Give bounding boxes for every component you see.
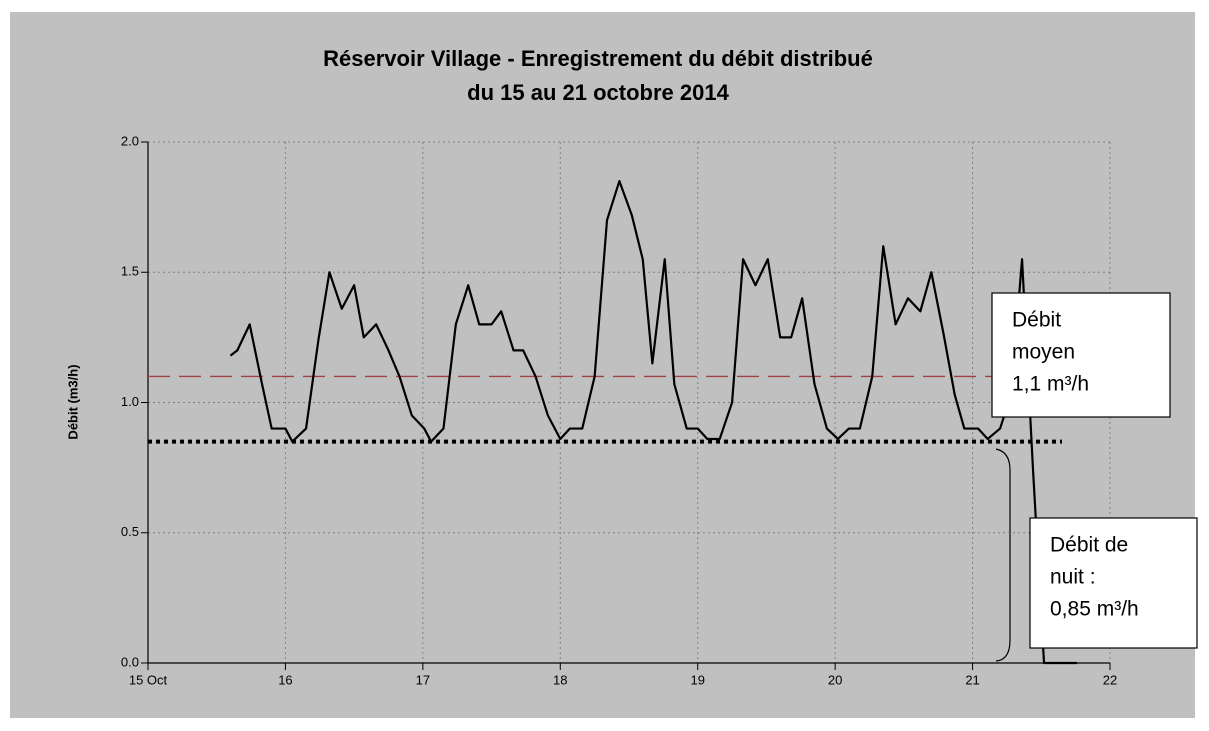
y-tick-label: 1.5 [121,264,139,279]
annotation-text: moyen [1012,341,1075,364]
y-tick-label: 0.0 [121,654,139,669]
annotation-box [991,292,1171,418]
annotation-text: Débit [1012,309,1061,332]
x-tick-label: 16 [278,672,292,687]
y-axis-label: Débit (m3/h) [65,364,80,439]
y-tick-label: 1.0 [121,394,139,409]
chart-title: Réservoir Village - Enregistrement du dé… [323,46,873,71]
data-line [229,179,1078,665]
x-tick-label: 22 [1103,672,1117,687]
x-tick-label: 17 [416,672,430,687]
annotation-text: nuit : [1050,566,1096,589]
annotation-text: Débit de [1050,534,1128,557]
y-tick-label: 2.0 [121,133,139,148]
x-tick-label: 21 [965,672,979,687]
x-tick-label: 15 Oct [129,672,168,687]
annotation-text: 0,85 m³/h [1050,598,1139,621]
annotation-box [1029,517,1198,649]
annotation-text: 1,1 m³/h [1012,373,1089,396]
bracket [995,448,1011,662]
x-tick-label: 19 [690,672,704,687]
y-tick-label: 0.5 [121,524,139,539]
x-tick-label: 20 [828,672,842,687]
chart-title: du 15 au 21 octobre 2014 [467,80,729,105]
x-tick-label: 18 [553,672,567,687]
